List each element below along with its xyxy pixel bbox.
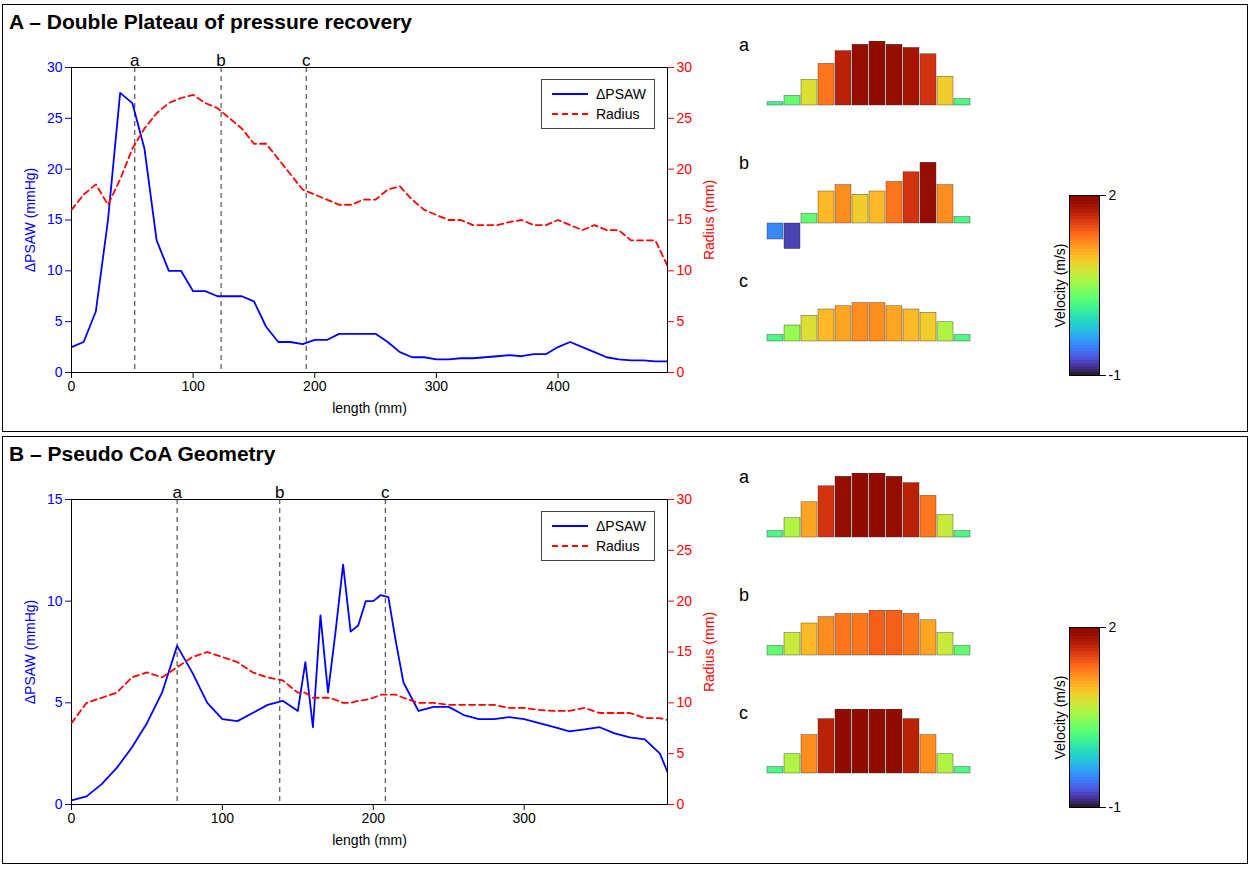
svg-text:ΔPSAW (mmHg): ΔPSAW (mmHg) bbox=[22, 168, 38, 273]
svg-text:30: 30 bbox=[677, 491, 693, 507]
html-text:b: b bbox=[739, 153, 749, 173]
svg-text:20: 20 bbox=[677, 161, 693, 177]
svg-text:a: a bbox=[172, 483, 182, 502]
html-text:Radius: Radius bbox=[595, 106, 640, 122]
svg-text:10: 10 bbox=[47, 593, 63, 609]
svg-text:Velocity (m/s): Velocity (m/s) bbox=[1052, 243, 1068, 327]
html-text:ΔPSAW: ΔPSAW bbox=[595, 518, 646, 534]
html-text:a: a bbox=[739, 467, 749, 487]
svg-text:15: 15 bbox=[47, 491, 63, 507]
svg-text:0: 0 bbox=[55, 796, 63, 812]
svg-text:length (mm): length (mm) bbox=[332, 400, 407, 416]
svg-text:2: 2 bbox=[1109, 187, 1117, 203]
svg-text:c: c bbox=[381, 483, 390, 502]
svg-text:200: 200 bbox=[362, 810, 386, 826]
svg-text:c: c bbox=[302, 51, 311, 70]
svg-text:0: 0 bbox=[677, 364, 685, 380]
svg-text:b: b bbox=[216, 51, 225, 70]
html-text:Radius: Radius bbox=[595, 538, 640, 554]
svg-text:5: 5 bbox=[55, 694, 63, 710]
svg-text:300: 300 bbox=[512, 810, 536, 826]
svg-text:b: b bbox=[275, 483, 284, 502]
svg-text:-1: -1 bbox=[1109, 799, 1122, 815]
svg-text:a: a bbox=[130, 51, 140, 70]
svg-text:200: 200 bbox=[303, 378, 327, 394]
svg-text:10: 10 bbox=[47, 262, 63, 278]
svg-text:10: 10 bbox=[677, 694, 693, 710]
svg-text:300: 300 bbox=[425, 378, 449, 394]
svg-text:25: 25 bbox=[677, 542, 693, 558]
svg-text:5: 5 bbox=[677, 745, 685, 761]
svg-text:Radius (mm): Radius (mm) bbox=[701, 180, 717, 260]
svg-text:25: 25 bbox=[47, 110, 63, 126]
html-text:c: c bbox=[739, 271, 748, 291]
html-text:ΔPSAW: ΔPSAW bbox=[595, 86, 646, 102]
svg-text:length (mm): length (mm) bbox=[332, 832, 407, 848]
svg-text:30: 30 bbox=[47, 59, 63, 75]
svg-text:15: 15 bbox=[677, 211, 693, 227]
svg-text:0: 0 bbox=[68, 810, 76, 826]
svg-text:20: 20 bbox=[677, 593, 693, 609]
svg-text:5: 5 bbox=[55, 313, 63, 329]
svg-text:5: 5 bbox=[677, 313, 685, 329]
html-text:B – Pseudo CoA Geometry: B – Pseudo CoA Geometry bbox=[9, 442, 276, 465]
svg-text:10: 10 bbox=[677, 262, 693, 278]
svg-text:0: 0 bbox=[677, 796, 685, 812]
svg-text:ΔPSAW (mmHg): ΔPSAW (mmHg) bbox=[22, 600, 38, 705]
svg-text:400: 400 bbox=[546, 378, 570, 394]
svg-text:100: 100 bbox=[211, 810, 235, 826]
html-text:A – Double Plateau of pressure: A – Double Plateau of pressure recovery bbox=[9, 10, 412, 33]
svg-text:15: 15 bbox=[677, 643, 693, 659]
svg-text:0: 0 bbox=[68, 378, 76, 394]
svg-text:100: 100 bbox=[181, 378, 205, 394]
svg-text:15: 15 bbox=[47, 211, 63, 227]
html-text:c: c bbox=[739, 703, 748, 723]
svg-text:-1: -1 bbox=[1109, 367, 1122, 383]
html-text:b: b bbox=[739, 585, 749, 605]
svg-text:30: 30 bbox=[677, 59, 693, 75]
html-text:a: a bbox=[739, 35, 749, 55]
svg-text:20: 20 bbox=[47, 161, 63, 177]
svg-text:25: 25 bbox=[677, 110, 693, 126]
svg-text:Radius (mm): Radius (mm) bbox=[701, 612, 717, 692]
svg-text:2: 2 bbox=[1109, 619, 1117, 635]
svg-text:0: 0 bbox=[55, 364, 63, 380]
svg-text:Velocity (m/s): Velocity (m/s) bbox=[1052, 675, 1068, 759]
